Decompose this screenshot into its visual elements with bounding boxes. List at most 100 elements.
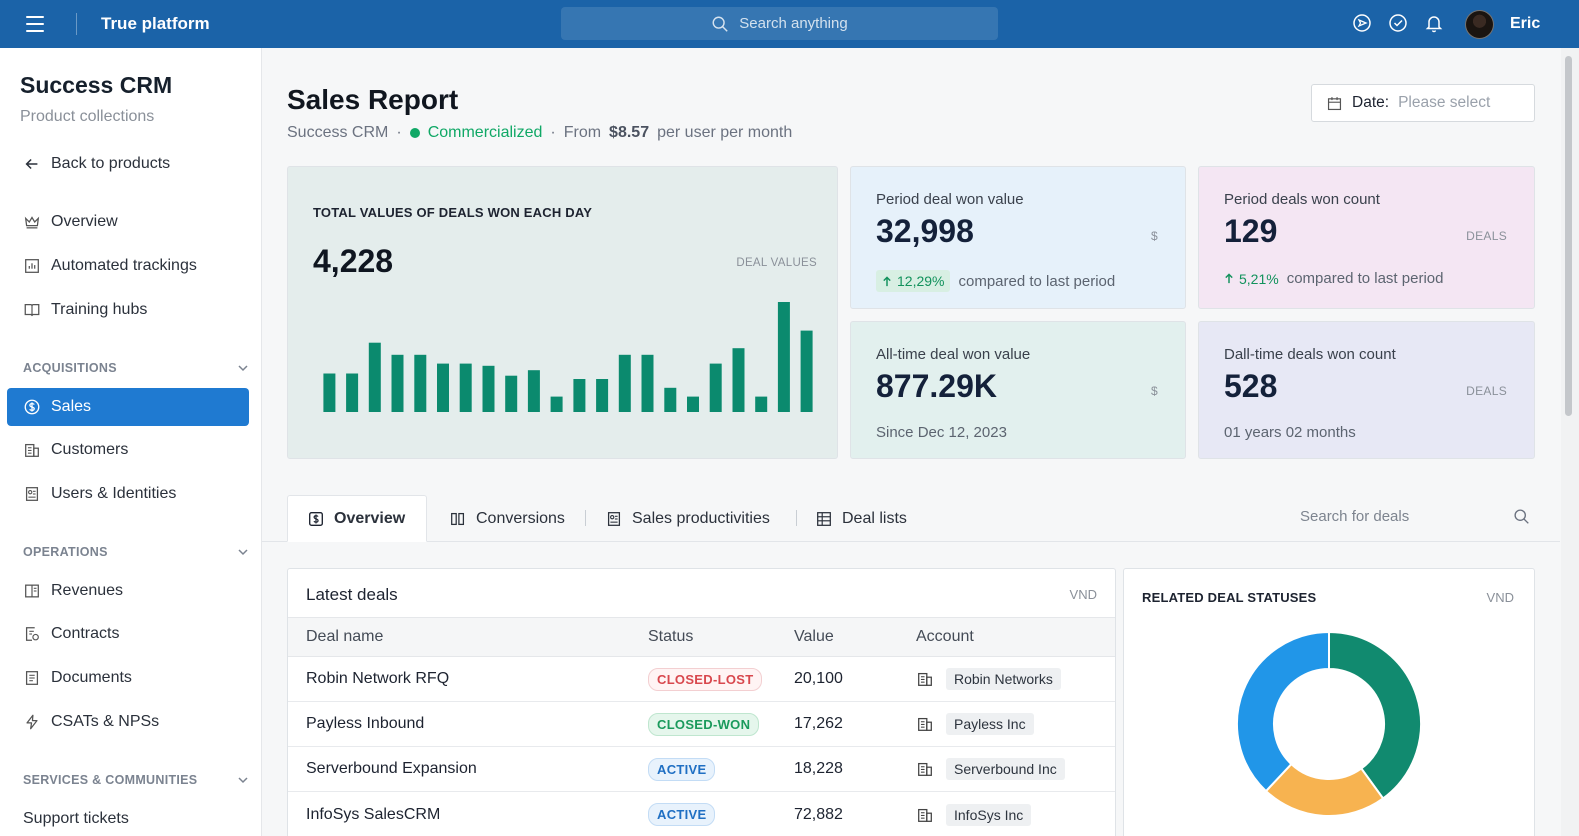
table-row[interactable]: Payless Inbound CLOSED-WON 17,262 Payles…	[288, 702, 1115, 747]
chart-bar[interactable]	[550, 396, 563, 412]
id-card-icon	[607, 511, 621, 526]
stat-value: 877.29K	[876, 368, 997, 404]
sidebar-item-label: Support tickets	[23, 810, 129, 827]
sidebar-item-customers[interactable]: Customers	[7, 431, 249, 469]
chart-bar[interactable]	[414, 354, 427, 412]
tab-sales-productivities[interactable]: Sales productivities	[605, 495, 770, 542]
chart-bar[interactable]	[459, 363, 472, 412]
calendar-icon	[1327, 96, 1342, 110]
account-chip[interactable]: Payless Inc	[946, 713, 1034, 735]
chart-bar[interactable]	[777, 302, 790, 412]
global-search[interactable]: Search anything	[561, 7, 998, 40]
chart-bar[interactable]	[573, 379, 586, 412]
stat-value: 32,998	[876, 213, 974, 249]
global-search-placeholder[interactable]: Search anything	[739, 15, 848, 32]
chart-bar[interactable]	[505, 375, 518, 412]
send-icon[interactable]	[1352, 13, 1372, 33]
sidebar-item-overview[interactable]: Overview	[7, 203, 249, 241]
ledger-icon	[25, 584, 39, 598]
deal-search-input[interactable]	[1300, 507, 1490, 525]
chart-bar[interactable]	[596, 379, 609, 412]
stat-period-deal-value: Period deal won value 32,998 $ 12,29% co…	[850, 166, 1186, 309]
stat-footer: 5,21% compared to last period	[1224, 270, 1443, 287]
stat-period-deals-count: Period deals won count 129 DEALS 5,21% c…	[1198, 166, 1535, 309]
chart-bar[interactable]	[391, 354, 404, 412]
chart-bar[interactable]	[709, 363, 722, 412]
tab-conversions[interactable]: Conversions	[449, 495, 565, 542]
sidebar-item-users-identities[interactable]: Users & Identities	[7, 475, 249, 513]
price: $8.57	[609, 124, 650, 141]
table-header: Deal name Status Value Account	[288, 617, 1115, 657]
sidebar-item-training-hubs[interactable]: Training hubs	[7, 291, 249, 329]
document-icon	[25, 671, 39, 685]
sidebar-item-sales[interactable]: Sales	[7, 388, 249, 426]
price-prefix: From	[563, 124, 602, 141]
chart-bar[interactable]	[527, 370, 540, 412]
brand-name[interactable]: True platform	[101, 14, 210, 33]
table-row[interactable]: Robin Network RFQ CLOSED-LOST 20,100 Rob…	[288, 657, 1115, 702]
chart-bar[interactable]	[664, 387, 677, 412]
deal-value: 72,882	[794, 805, 843, 823]
sidebar-title: Success CRM	[20, 72, 173, 98]
chart-bar[interactable]	[346, 373, 359, 413]
column-header-deal-name[interactable]: Deal name	[306, 628, 384, 645]
column-header-status[interactable]: Status	[648, 628, 694, 645]
chart-bar[interactable]	[482, 365, 495, 412]
date-picker[interactable]: Date: Please select	[1311, 84, 1535, 122]
chart-bar[interactable]	[323, 373, 336, 413]
date-placeholder[interactable]: Please select	[1398, 94, 1491, 111]
scrollbar[interactable]	[1561, 48, 1579, 836]
tab-deal-lists[interactable]: Deal lists	[815, 495, 907, 542]
donut-slice[interactable]	[1236, 630, 1330, 793]
sidebar-item-automated-trackings[interactable]: Automated trackings	[7, 247, 249, 285]
table-row[interactable]: InfoSys SalesCRM ACTIVE 72,882 InfoSys I…	[288, 792, 1115, 836]
stat-value: 129	[1224, 213, 1278, 249]
tab-overview[interactable]: Overview	[287, 495, 427, 542]
sidebar-item-support-tickets[interactable]: Support tickets	[7, 800, 249, 836]
sidebar-item-revenues[interactable]: Revenues	[7, 572, 249, 610]
stat-unit: DEALS	[1466, 229, 1507, 243]
chevron-down-icon	[238, 365, 248, 372]
chart-bar[interactable]	[732, 348, 745, 412]
sidebar-item-documents[interactable]: Documents	[7, 659, 249, 697]
account-chip[interactable]: Robin Networks	[946, 668, 1061, 690]
chart-bar[interactable]	[755, 396, 768, 412]
chart-bar[interactable]	[641, 354, 654, 412]
chart-bar[interactable]	[687, 396, 699, 412]
chart-bar[interactable]	[368, 342, 381, 412]
sidebar-item-csats-npss[interactable]: CSATs & NPSs	[7, 703, 249, 741]
section-services-communities[interactable]: SERVICES & COMMUNITIES	[23, 773, 249, 787]
status-badge: Commercialized	[427, 124, 543, 141]
stat-alltime-deal-value: All-time deal won value 877.29K $ Since …	[850, 321, 1186, 459]
product-name[interactable]: Success CRM	[287, 124, 389, 141]
search-icon[interactable]	[1513, 508, 1530, 525]
menu-icon[interactable]	[26, 16, 44, 32]
account-chip[interactable]: InfoSys Inc	[946, 803, 1032, 826]
chart-bar[interactable]	[800, 330, 813, 412]
back-to-products-link[interactable]: Back to products	[7, 145, 249, 183]
bell-icon[interactable]	[1424, 13, 1444, 33]
user-name[interactable]: Eric	[1510, 15, 1541, 32]
chart-bar[interactable]	[618, 354, 631, 412]
stat-unit: $	[1151, 229, 1158, 243]
check-circle-icon[interactable]	[1388, 13, 1408, 33]
donut-slice[interactable]	[1328, 630, 1422, 800]
scrollbar-thumb[interactable]	[1565, 56, 1572, 416]
change-value: 12,29%	[897, 273, 945, 289]
sidebar-item-contracts[interactable]: Contracts	[7, 615, 249, 653]
column-header-value[interactable]: Value	[794, 628, 834, 645]
table-row[interactable]: Serverbound Expansion ACTIVE 18,228 Serv…	[288, 747, 1115, 792]
building-icon	[918, 808, 932, 822]
chart-bar[interactable]	[437, 363, 449, 412]
account-chip[interactable]: Serverbound Inc	[946, 758, 1065, 780]
section-operations[interactable]: OPERATIONS	[23, 545, 249, 559]
avatar[interactable]	[1465, 10, 1494, 39]
dollar-circle-icon	[24, 399, 40, 415]
column-header-account[interactable]: Account	[916, 628, 974, 645]
stat-label: All-time deal won value	[876, 346, 1031, 363]
deal-search[interactable]	[1300, 505, 1530, 527]
related-deal-statuses-card: RELATED DEAL STATUSES VND	[1123, 568, 1535, 836]
account-cell: InfoSys Inc	[916, 792, 1032, 836]
section-acquisitions[interactable]: ACQUISITIONS	[23, 361, 249, 375]
status-cell: CLOSED-WON	[648, 702, 760, 746]
